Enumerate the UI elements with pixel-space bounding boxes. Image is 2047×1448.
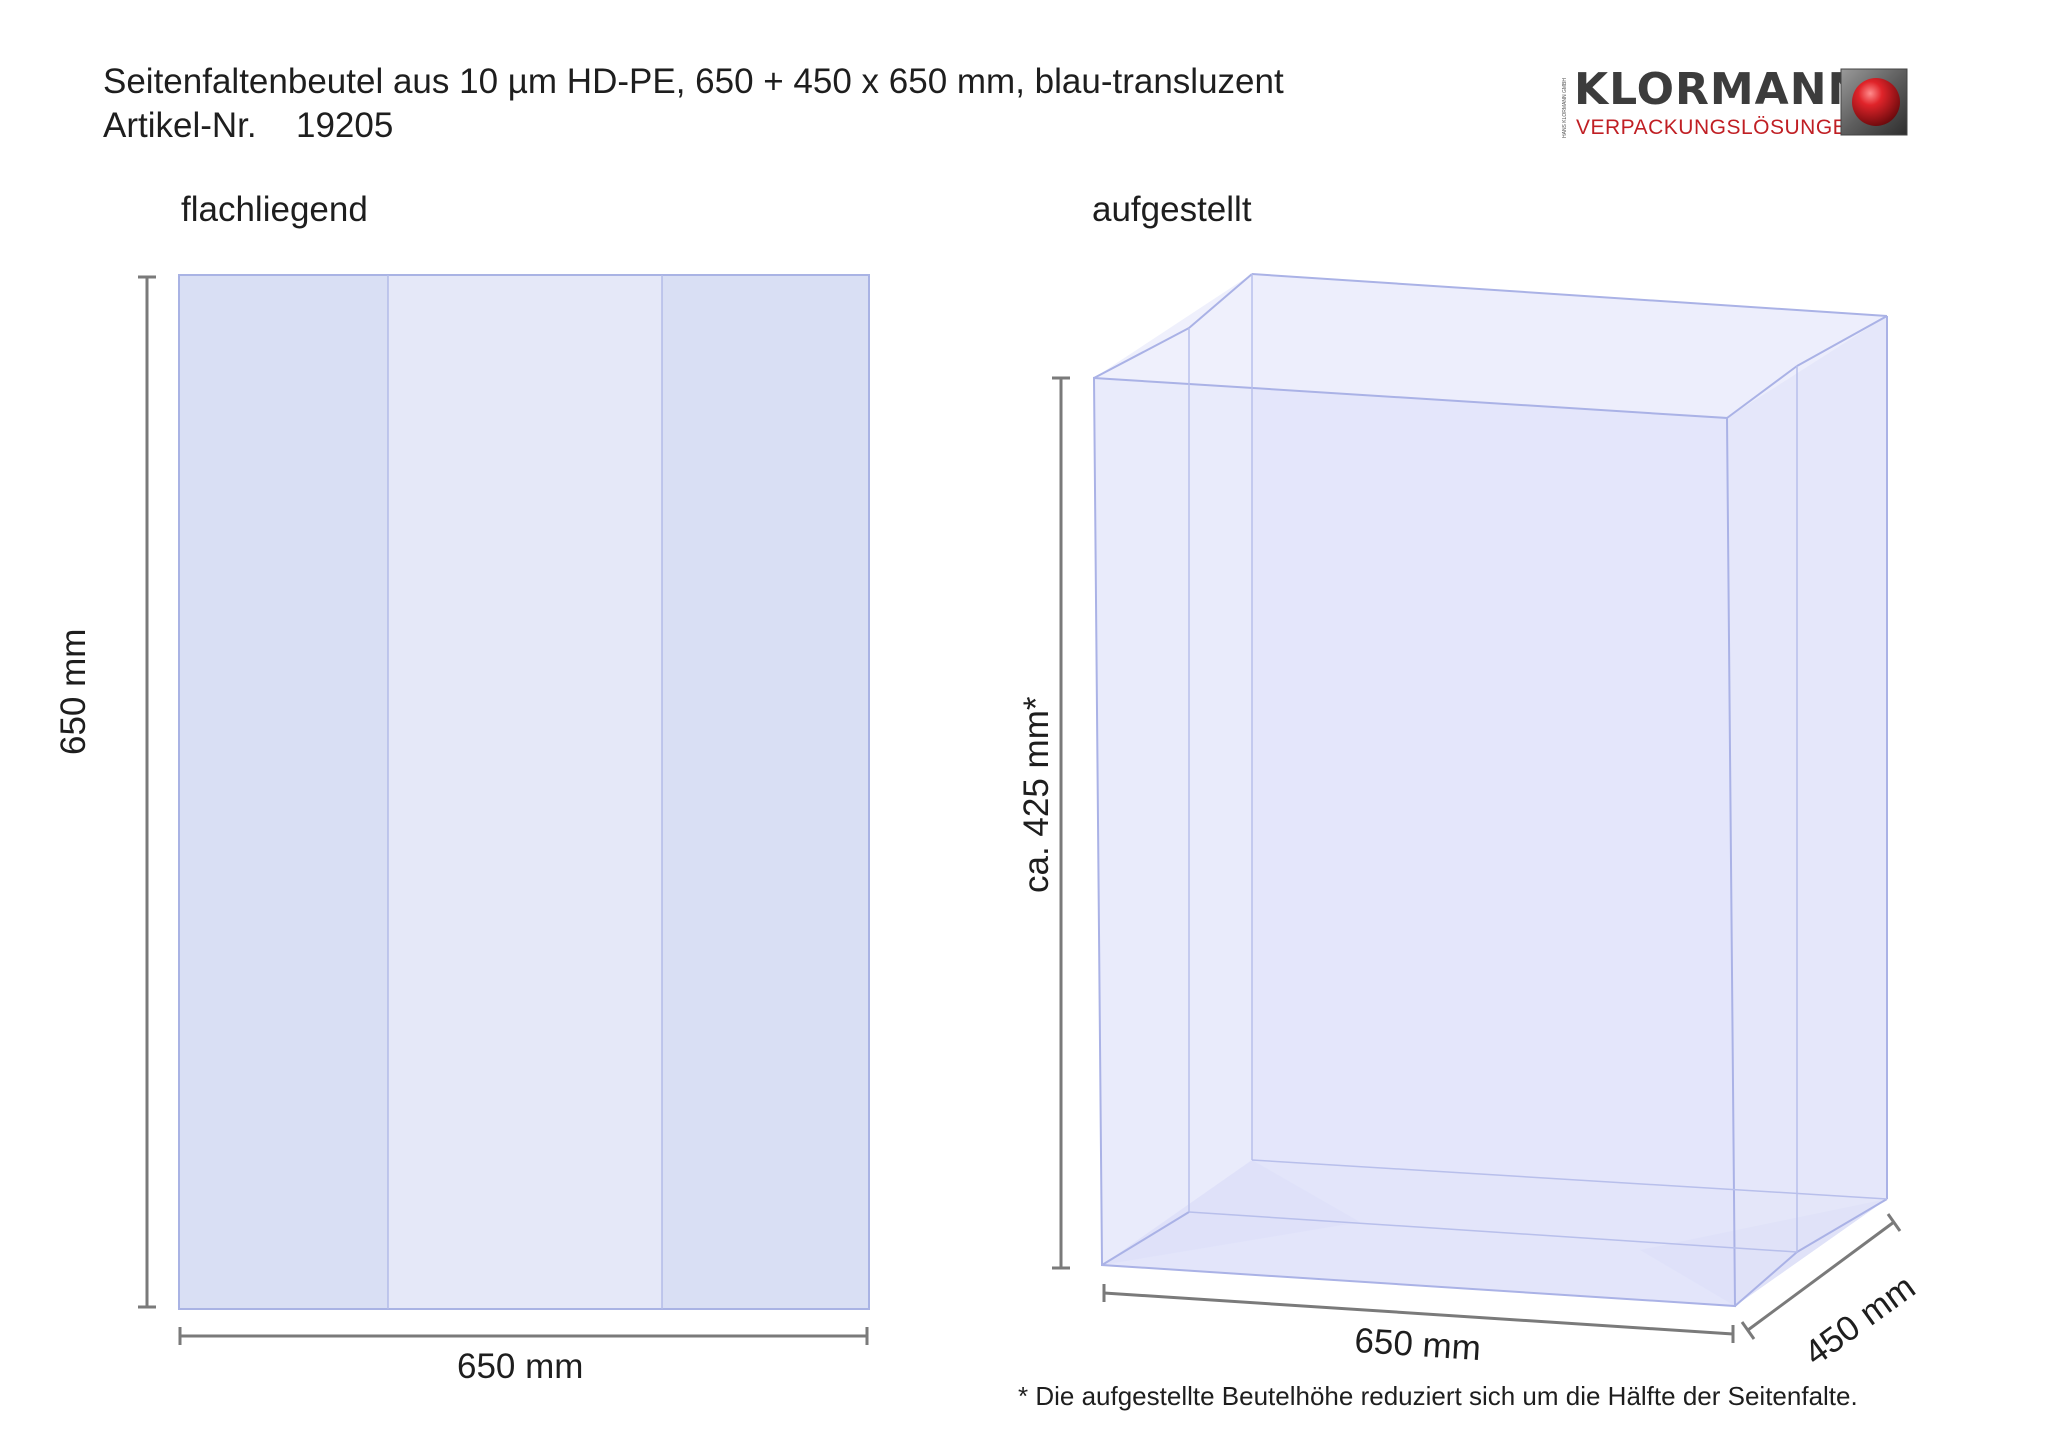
flat-view-label: flachliegend [181,190,368,229]
right-gusset-panel [662,275,869,1309]
flat-width-label: 650 mm [457,1347,584,1386]
flat-bag [178,274,870,1310]
logo-tagline: VERPACKUNGSLÖSUNGEN [1576,116,1863,139]
article-label: Artikel-Nr. [103,106,257,145]
standing-view-label: aufgestellt [1092,190,1252,229]
standing-bag [1092,273,1888,1308]
flat-height-label: 650 mm [54,628,93,755]
top-face [1094,274,1887,418]
standing-height-dimension [1052,376,1070,1270]
flat-width-dimension [178,1327,869,1345]
center-panel [388,275,662,1309]
standing-height-label: ca. 425 mm* [1017,696,1056,893]
box-edges [1092,273,1888,1308]
flat-height-dimension [138,275,156,1309]
standing-depth-dimension [1740,1213,1902,1340]
footnote: * Die aufgestellte Beutelhöhe reduziert … [1018,1381,1858,1411]
flat-bag-outline [178,274,870,1310]
standing-width-dimension [1102,1284,1735,1343]
left-gusset-panel [179,275,388,1309]
fold-lines [1188,274,1888,1253]
right-side-face [1727,316,1887,1306]
klormann-logo: HANS KLORMANN GMBH KLORMANN VERPACKUNGSL… [1560,64,1910,144]
red-sphere-icon [1840,68,1908,136]
front-face [1094,378,1735,1306]
standing-width-label: 650 mm [1353,1320,1483,1369]
logo-wordmark: KLORMANN [1574,64,1866,115]
article-number: 19205 [296,106,394,145]
product-title: Seitenfaltenbeutel aus 10 µm HD-PE, 650 … [103,62,1284,101]
